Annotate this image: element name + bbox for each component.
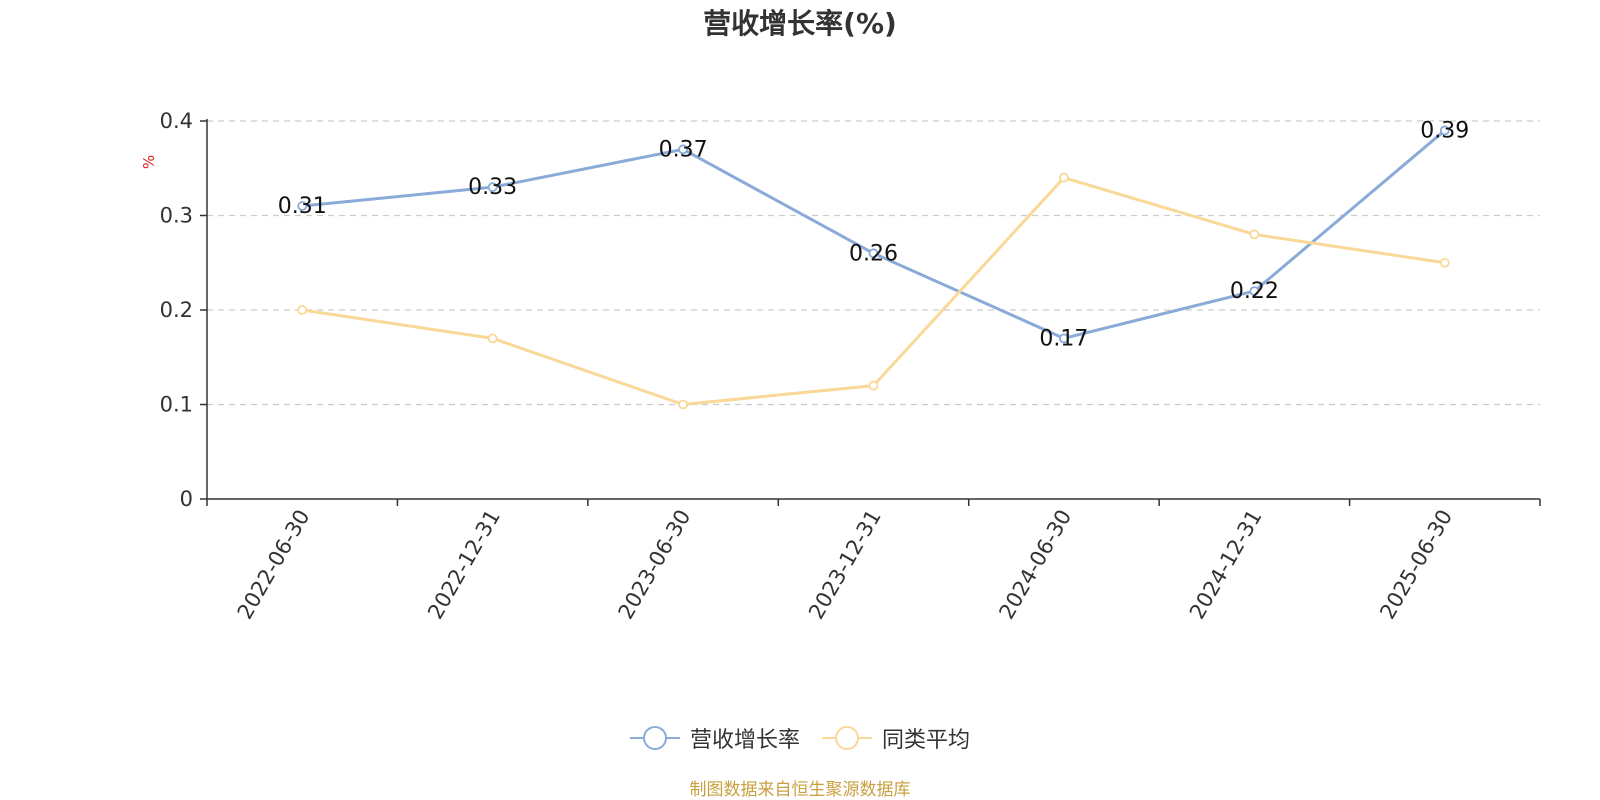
- x-tick-label: 2023-12-31: [804, 506, 886, 624]
- chart-title: 营收增长率(%): [703, 7, 897, 40]
- x-tick-label: 2024-06-30: [994, 506, 1076, 624]
- legend-swatch-icon: [629, 726, 680, 750]
- y-tick-label: 0: [180, 487, 193, 511]
- y-tick-label: 0.3: [160, 204, 193, 228]
- axes: 0 0.1 0.2 0.3 0.4% 2022-06-30 2022-12-31 2023-0…: [140, 109, 1541, 624]
- series-1-point: [1249, 229, 1260, 240]
- y-tick-label: 0.1: [160, 393, 193, 417]
- series-0-point: [868, 248, 879, 259]
- legend-swatch-icon: [822, 726, 872, 750]
- x-tick-label: 2024-12-31: [1185, 506, 1267, 624]
- legend-item-0[interactable]: 营收增长率: [629, 722, 800, 754]
- grid-lines: [207, 120, 1540, 406]
- data-labels: 0.31 0.33 0.37 0.26 0.17 0.22 0.39: [278, 118, 1470, 351]
- y-tick-label: 0.4: [160, 109, 193, 133]
- data-label: 0.26: [849, 241, 898, 266]
- series-0-point: [297, 201, 308, 211]
- data-label: 0.17: [1039, 326, 1088, 351]
- y-axis-label: %: [140, 155, 158, 169]
- series-0-point: [1059, 333, 1069, 344]
- series-1-point: [1439, 257, 1450, 268]
- data-label: 0.31: [278, 194, 327, 219]
- legend-item-1[interactable]: 同类平均: [822, 722, 970, 754]
- series-1-point: [868, 380, 879, 391]
- series-1-point: [297, 305, 308, 315]
- legend: 营收增长率 同类平均: [0, 722, 1600, 754]
- legend-label: 同类平均: [882, 728, 971, 753]
- data-label: 0.39: [1420, 118, 1469, 143]
- data-label: 0.37: [659, 137, 708, 162]
- series-1-point: [678, 399, 688, 410]
- series-0-point: [487, 182, 498, 193]
- series-1-point: [1059, 172, 1069, 183]
- y-tick-label: 0.2: [160, 298, 193, 322]
- data-label: 0.33: [468, 175, 517, 200]
- x-tick-label: 2025-06-30: [1375, 506, 1457, 624]
- data-source-note: 制图数据来自恒生聚源数据库: [689, 780, 911, 800]
- series-1-point: [487, 333, 498, 344]
- data-label: 0.22: [1230, 279, 1279, 304]
- x-tick-label: 2022-06-30: [233, 506, 315, 624]
- x-tick-label: 2022-12-31: [423, 505, 505, 623]
- series-0-point: [1249, 286, 1260, 297]
- x-tick-label: 2023-06-30: [614, 506, 696, 624]
- series-lines: [297, 125, 1450, 410]
- series-line-0: [302, 129, 1446, 340]
- series-0-point: [678, 144, 688, 155]
- series-0-point: [1439, 125, 1450, 136]
- legend-label: 营收增长率: [689, 728, 800, 753]
